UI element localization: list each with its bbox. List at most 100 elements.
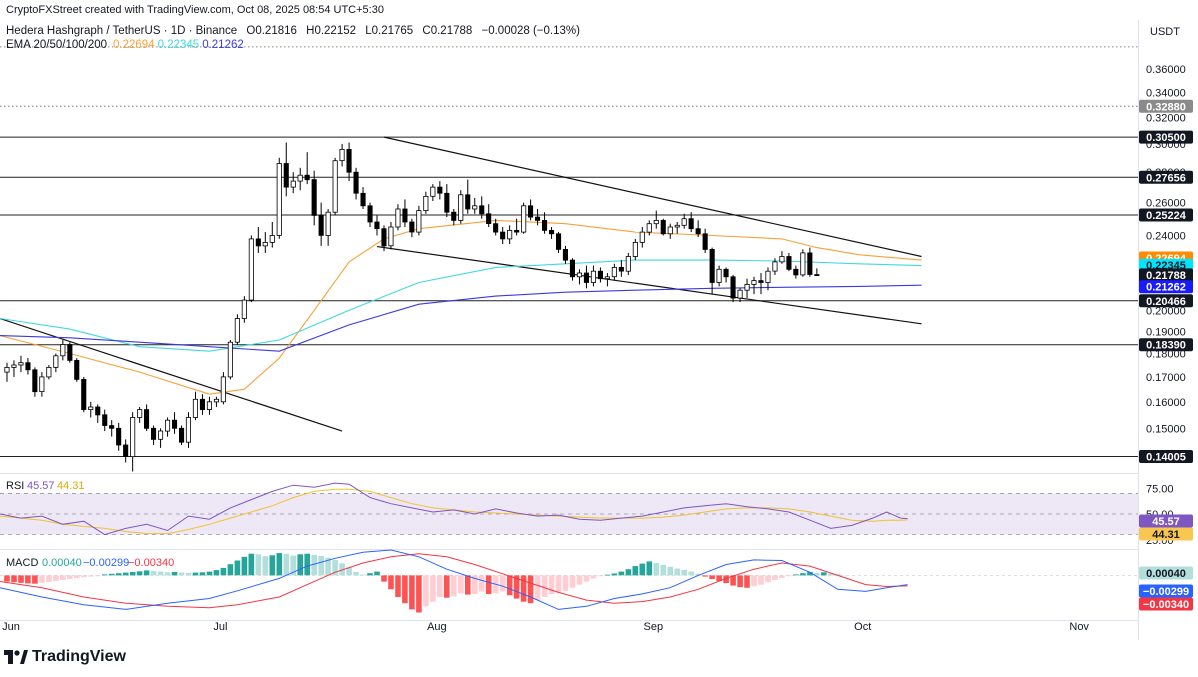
legend-ema[interactable]: EMA 20/50/100/200 0.22694 0.22345 0.21262: [6, 39, 250, 51]
candle-body: [423, 195, 429, 211]
candle-body: [660, 219, 666, 235]
level-tag-bg: [1139, 294, 1193, 308]
macd-histogram-bar: [583, 575, 590, 582]
rsi-ma-tag-text: 44.31: [1152, 529, 1180, 541]
candle-body: [227, 341, 233, 378]
candle-body: [367, 205, 373, 223]
macd-histogram-bar: [353, 572, 359, 576]
candle-body: [569, 259, 575, 278]
level-tag-bg: [1139, 338, 1193, 352]
candle-body: [765, 270, 771, 283]
price-tick-label: 0.32000: [1146, 112, 1186, 124]
macd-histogram-bar: [32, 575, 38, 584]
candle-body: [262, 241, 268, 247]
low-label: L: [365, 25, 372, 37]
macd-histogram-bar: [304, 553, 310, 576]
candle-body: [611, 266, 617, 278]
attribution: CryptoFXStreet created with TradingView.…: [6, 4, 390, 16]
candle-body: [206, 401, 213, 410]
candle-body: [688, 218, 694, 230]
macd-hist-value: 0.00040: [42, 557, 82, 569]
ema-line: [0, 284, 922, 352]
macd-histogram-bar: [744, 575, 750, 588]
candle-body: [297, 174, 303, 182]
macd-histogram-bar: [653, 563, 660, 576]
macd-histogram-bar: [548, 575, 555, 594]
macd-signal-line: [0, 553, 908, 609]
macd-hist-tag-text: 0.00040: [1146, 568, 1186, 580]
macd-histogram-bar: [129, 572, 136, 576]
candle-body: [549, 229, 555, 235]
candle-body: [479, 205, 485, 215]
candle-body: [500, 231, 506, 240]
ohlc-low: L0.21765: [365, 25, 413, 37]
macd-histogram-bar: [213, 570, 220, 576]
macd-histogram-bar: [388, 575, 394, 590]
price-tick-label: 0.20000: [1146, 305, 1186, 317]
candle-body: [395, 208, 401, 228]
macd-histogram-bar: [709, 575, 715, 580]
candle-body: [583, 272, 589, 283]
macd-value: −0.00299: [83, 557, 129, 569]
time-axis[interactable]: Jun Jul Aug Sep Oct Nov: [2, 621, 1089, 633]
macd-histogram-bar: [695, 573, 701, 576]
candle-body: [311, 179, 317, 216]
high-label: H: [306, 25, 315, 37]
macd-histogram-bar: [814, 572, 820, 576]
macd-histogram-bar: [367, 573, 373, 576]
macd-histogram-bar: [381, 575, 387, 582]
price-tick-label: 0.36000: [1146, 64, 1186, 76]
candle-body: [744, 283, 750, 291]
candle-body: [39, 376, 45, 392]
level-tag-bg: [1139, 99, 1193, 113]
rsi-label: RSI: [6, 480, 24, 492]
candle-body: [137, 409, 143, 418]
candle-body: [304, 174, 310, 181]
candle-body: [255, 238, 261, 247]
legend-symbol[interactable]: Hedera Hashgraph / TetherUS · 1D · Binan…: [6, 25, 586, 37]
rsi-tick-label: 75.00: [1146, 483, 1174, 495]
candle-body: [339, 148, 345, 161]
candle-body: [723, 268, 729, 278]
candle-body: [737, 289, 743, 299]
candle-body: [241, 299, 247, 319]
candle-body: [702, 233, 708, 250]
candle-body: [290, 180, 296, 188]
candle-body: [220, 376, 226, 403]
candle-body: [437, 186, 443, 194]
macd-histogram-bar: [625, 569, 632, 576]
candle-body: [123, 444, 129, 458]
macd-histogram-bar: [346, 567, 352, 576]
brand-name: TradingView: [32, 648, 126, 665]
candle-body: [409, 221, 415, 233]
candle-body: [318, 214, 324, 236]
symbol-name[interactable]: Hedera Hashgraph / TetherUS · 1D · Binan…: [6, 25, 238, 37]
time-tick-label: Jul: [213, 621, 227, 633]
ema200-value: 0.21262: [202, 39, 244, 51]
tradingview-logo[interactable]: TradingView: [4, 648, 126, 666]
rsi-value: 45.57: [27, 480, 55, 492]
candle-body: [807, 252, 813, 275]
macd-histogram-bar: [339, 563, 345, 576]
level-tag-bg: [1139, 130, 1193, 144]
candle-body: [521, 205, 527, 233]
candle-body: [716, 268, 722, 283]
currency-label[interactable]: USDT: [1150, 26, 1180, 38]
macd-histogram-bar: [444, 575, 450, 598]
rsi-ma-value: 44.31: [57, 480, 85, 492]
candle-body: [472, 205, 478, 210]
candle-body: [46, 366, 52, 378]
macd-histogram-bar: [430, 575, 436, 602]
candle-body: [528, 205, 534, 218]
macd-histogram-bar: [402, 575, 408, 604]
ema-label[interactable]: EMA 20/50/100/200: [6, 39, 108, 51]
candle-body: [276, 163, 282, 236]
high-value: 0.22152: [314, 25, 357, 37]
candle-body: [465, 194, 471, 210]
macd-histogram-bar: [81, 575, 87, 578]
macd-histogram-bar: [639, 563, 646, 576]
macd-histogram-bar: [325, 557, 331, 576]
macd-histogram-bar: [772, 575, 778, 580]
candle-body: [248, 238, 254, 301]
